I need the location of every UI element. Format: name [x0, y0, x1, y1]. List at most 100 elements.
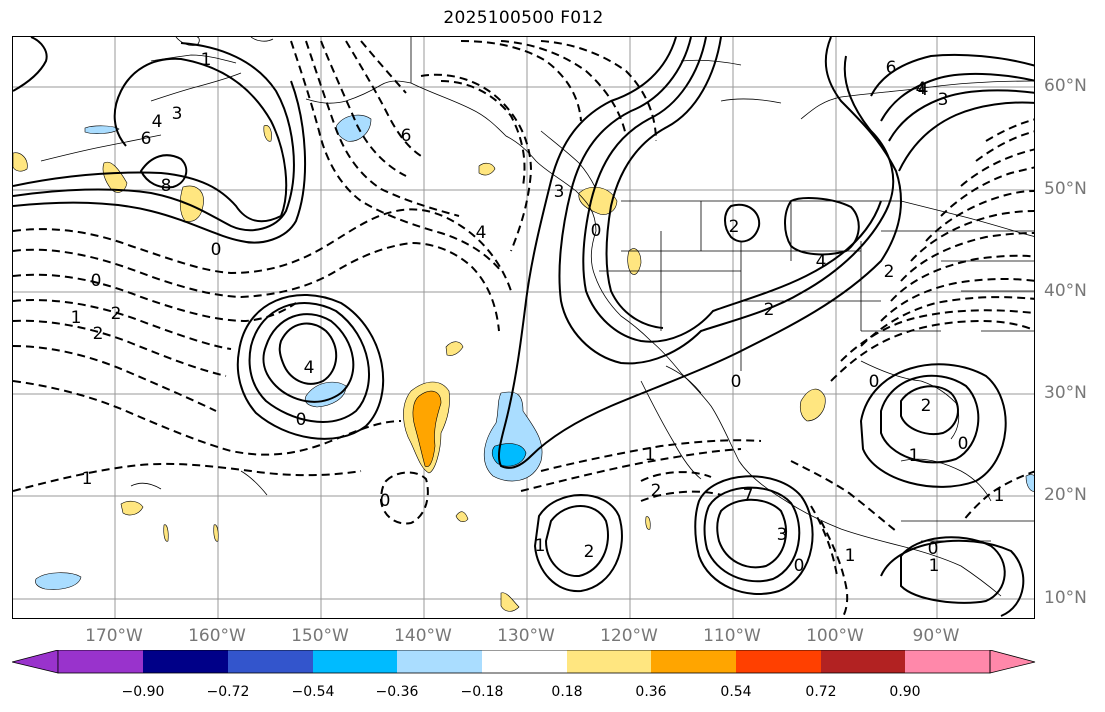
colorbar-segment	[651, 650, 736, 673]
contour-label: 6	[141, 129, 152, 149]
colorbar-segment	[228, 650, 313, 673]
colorbar-segment	[567, 650, 651, 673]
contour-label: 7	[743, 486, 754, 506]
colorbar-segment	[58, 650, 143, 673]
lon-label: 130°W	[497, 626, 555, 646]
contour-label: 0	[211, 240, 222, 260]
colorbar-tick-label: −0.90	[121, 684, 165, 700]
shade-light-blue	[35, 572, 82, 590]
contour-label: 0	[731, 372, 742, 392]
colorbar	[12, 650, 1036, 674]
contour-label: 6	[886, 58, 897, 78]
contour-label: 2	[651, 481, 662, 501]
contour-label: 1	[535, 536, 546, 556]
contour-label: 0	[296, 410, 307, 430]
contour-label: 2	[93, 324, 104, 344]
contour-label: 4	[152, 112, 163, 132]
lon-label: 90°W	[912, 626, 960, 646]
contour-label: 0	[958, 434, 969, 454]
contour-label: 2	[884, 262, 895, 282]
contour-label: 1	[201, 50, 212, 70]
colorbar-extend-max	[989, 650, 1036, 674]
contour-label: 3	[554, 182, 565, 202]
contour-label: 6	[401, 126, 412, 146]
shade-orange	[412, 390, 442, 467]
shade-yellow	[500, 592, 520, 612]
shade-yellow	[213, 524, 219, 542]
shade-yellow	[120, 500, 144, 516]
contour-labels: 1 3 4 6 8 0 0 1 2 2 4 6 4 3 0 2 4 2 4 6 …	[71, 50, 1005, 576]
dashed-contours	[13, 40, 1034, 618]
colorbar-tick-label: 0.36	[635, 684, 667, 700]
contour-label: 1	[82, 469, 93, 489]
contour-label: 1	[845, 546, 856, 566]
shade-yellow	[179, 185, 204, 222]
colorbar-tick-label: −0.54	[291, 684, 335, 700]
colorbar-tick-label: 0.54	[720, 684, 752, 700]
shade-light-blue	[84, 125, 120, 134]
lon-label: 160°W	[188, 626, 246, 646]
colorbar-segment	[482, 650, 567, 673]
solid-contours	[13, 37, 1034, 617]
lat-label: 30°N	[1044, 383, 1087, 403]
contour-label: 0	[928, 539, 939, 559]
shade-yellow	[163, 524, 169, 542]
lat-label: 40°N	[1044, 281, 1087, 301]
lat-label: 50°N	[1044, 179, 1087, 199]
shade-yellow	[13, 152, 28, 172]
contour-label: 2	[921, 396, 932, 416]
colorbar-segment	[821, 650, 905, 673]
contour-label: 4	[918, 80, 929, 100]
shade-yellow	[799, 388, 826, 422]
contour-label: 4	[476, 223, 487, 243]
colorbar-tick-label: 0.90	[889, 684, 921, 700]
contour-label: 1	[929, 556, 940, 576]
contour-label: 2	[729, 217, 740, 237]
shaded-regions	[13, 114, 1034, 612]
shade-yellow	[445, 341, 464, 356]
lon-label: 110°W	[703, 626, 761, 646]
lat-label: 10°N	[1044, 588, 1087, 608]
colorbar-extend-min	[12, 650, 59, 674]
lon-label: 170°W	[85, 626, 143, 646]
shade-light-blue	[304, 381, 347, 408]
colorbar-segment	[143, 650, 228, 673]
contour-label: 4	[816, 252, 827, 272]
colorbar-segment	[397, 650, 482, 673]
colorbar-segment	[905, 650, 990, 673]
shade-yellow	[645, 516, 651, 530]
contour-label: 1	[994, 486, 1005, 506]
contour-label: 1	[71, 308, 82, 328]
contour-label: 2	[111, 304, 122, 324]
map-canvas: 1 3 4 6 8 0 0 1 2 2 4 6 4 3 0 2 4 2 4 6 …	[13, 37, 1034, 618]
lat-label: 20°N	[1044, 485, 1087, 505]
contour-label: 3	[938, 90, 949, 110]
lon-label: 150°W	[291, 626, 349, 646]
contour-label: 1	[909, 446, 920, 466]
colorbar-segment	[313, 650, 397, 673]
contour-label: 4	[304, 358, 315, 378]
contour-label: 3	[172, 104, 183, 124]
contour-label: 1	[645, 445, 656, 465]
shade-light-blue	[1025, 474, 1034, 492]
contour-label: 2	[764, 300, 775, 320]
shade-yellow	[478, 162, 496, 176]
contour-label: 0	[869, 372, 880, 392]
colorbar-tick-label: 0.72	[805, 684, 837, 700]
shade-blue	[491, 443, 527, 467]
contour-label: 0	[380, 491, 391, 511]
contour-label: 0	[591, 221, 602, 241]
colorbar-segment	[736, 650, 821, 673]
contour-label: 0	[91, 271, 102, 291]
contour-label: 8	[161, 176, 172, 196]
lon-label: 100°W	[806, 626, 864, 646]
contour-label: 3	[777, 525, 788, 545]
shade-yellow	[263, 125, 272, 142]
colorbar-tick-label: −0.72	[206, 684, 250, 700]
shade-yellow	[627, 248, 642, 275]
lat-label: 60°N	[1044, 76, 1087, 96]
contour-label: 0	[794, 556, 805, 576]
map-panel: 1 3 4 6 8 0 0 1 2 2 4 6 4 3 0 2 4 2 4 6 …	[12, 36, 1035, 619]
lon-label: 120°W	[600, 626, 658, 646]
map-title: 2025100500 F012	[443, 8, 604, 28]
